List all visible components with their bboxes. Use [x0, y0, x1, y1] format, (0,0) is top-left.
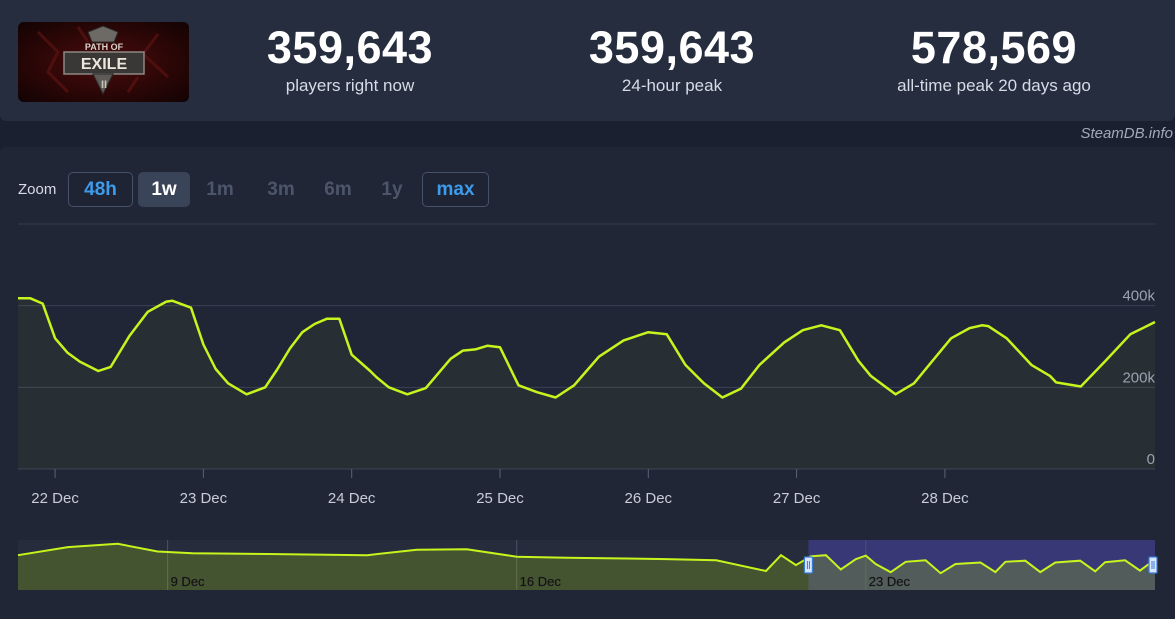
navigator-date-label: 9 Dec — [171, 574, 205, 589]
y-tick-label: 0 — [1147, 451, 1155, 468]
game-logo-icon: PATH OF EXILE II — [18, 22, 189, 102]
zoom-label: Zoom — [18, 181, 57, 198]
steamdb-credit[interactable]: SteamDB.info — [1080, 125, 1173, 142]
zoom-6m-button: 6m — [324, 178, 352, 200]
stat-alltime-peak: 578,569 all-time peak 20 days ago — [874, 22, 1114, 96]
x-tick-label: 23 Dec — [180, 490, 228, 507]
zoom-1y-button: 1y — [381, 178, 403, 200]
current-players-label: players right now — [285, 76, 415, 95]
zoom-3m-button: 3m — [267, 178, 295, 200]
game-logo[interactable]: PATH OF EXILE II — [18, 22, 189, 102]
logo-line3: II — [101, 79, 107, 91]
stats-panel: PATH OF EXILE II 359,643 players right n… — [0, 0, 1175, 121]
zoom-1w-button[interactable]: 1w — [138, 172, 190, 207]
logo-line2: EXILE — [81, 56, 128, 73]
logo-line1: PATH OF — [85, 42, 124, 52]
zoom-48h-button[interactable]: 48h — [68, 172, 133, 207]
navigator-handle-right[interactable] — [1148, 556, 1158, 574]
x-tick-label: 25 Dec — [476, 490, 524, 507]
alltime-peak-label: all-time peak 20 days ago — [897, 76, 1091, 95]
x-tick-label: 26 Dec — [625, 490, 673, 507]
current-players-value: 359,643 — [266, 22, 434, 73]
player-count-line[interactable] — [18, 297, 1156, 399]
x-tick-label: 24 Dec — [328, 490, 376, 507]
peak-24h-label: 24-hour peak — [621, 76, 723, 95]
navigator-date-label: 23 Dec — [869, 574, 911, 589]
stat-24h-peak: 359,643 24-hour peak — [572, 22, 772, 96]
x-tick-label: 22 Dec — [31, 490, 79, 507]
player-count-area — [18, 298, 1155, 469]
zoom-max-button[interactable]: max — [422, 172, 489, 207]
y-tick-label: 400k — [1122, 288, 1155, 305]
y-tick-label: 200k — [1122, 369, 1155, 386]
y-axis-ticks: 0 200k 400k — [1122, 288, 1155, 468]
x-tick-label: 27 Dec — [773, 490, 821, 507]
x-tick-label: 28 Dec — [921, 490, 969, 507]
navigator-handle-left[interactable] — [803, 556, 814, 574]
navigator-date-label: 16 Dec — [520, 574, 562, 589]
stat-current: 359,643 players right now — [250, 22, 450, 96]
zoom-1m-button: 1m — [206, 178, 234, 200]
alltime-peak-value: 578,569 — [910, 22, 1078, 73]
navigator: 9 Dec 16 Dec 23 Dec — [17, 540, 1158, 590]
chart-grid — [18, 223, 1155, 470]
x-axis-ticks: 22 Dec 23 Dec 24 Dec 25 Dec 26 Dec 27 Dec 28 D… — [31, 469, 969, 507]
navigator-line — [17, 542, 1156, 575]
peak-24h-value: 359,643 — [588, 22, 756, 73]
